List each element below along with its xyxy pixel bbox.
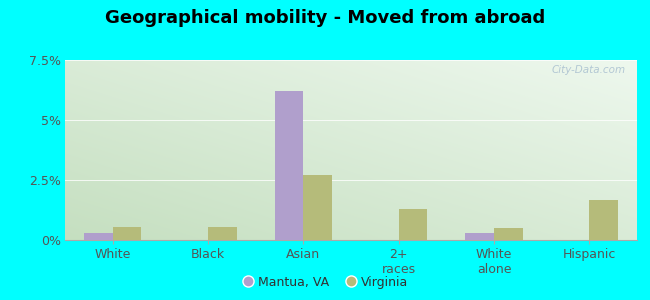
Bar (398, 209, 427, 240)
Bar (112, 227, 141, 240)
Text: Geographical mobility - Moved from abroad: Geographical mobility - Moved from abroa… (105, 9, 545, 27)
Bar (494, 228, 523, 240)
Bar (84, 233, 112, 240)
Bar (590, 200, 618, 240)
Bar (275, 91, 304, 240)
Bar (465, 233, 494, 240)
Legend: Mantua, VA, Virginia: Mantua, VA, Virginia (237, 271, 413, 294)
Bar (304, 175, 332, 240)
Text: City-Data.com: City-Data.com (551, 65, 625, 75)
Bar (208, 227, 237, 240)
